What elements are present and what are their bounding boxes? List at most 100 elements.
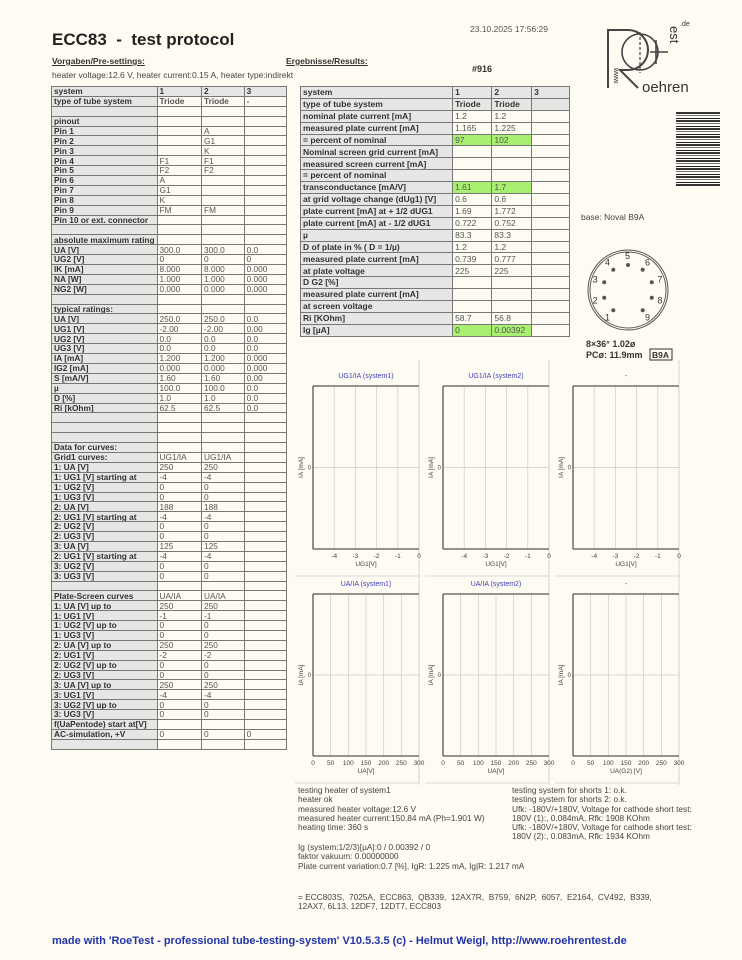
row-label: Grid1 curves: [51, 451, 158, 463]
cell-system-2 [201, 738, 245, 750]
cell-system-1: 97 [452, 133, 493, 147]
y-axis-label: IA [mA] [558, 664, 565, 685]
row-label: at screen voltage [299, 300, 454, 313]
cell-system-3 [243, 214, 288, 226]
cell-system-1 [452, 169, 493, 183]
cell-system-3: 3 [531, 86, 570, 99]
table-row: 1: UA [V] up to 250 250 [51, 600, 288, 612]
table-row: AC-simulation, +V 0 0 0 [51, 728, 288, 740]
cell-system-1: 250.0 [156, 313, 203, 325]
cell-system-3 [243, 679, 288, 691]
row-label: Pin 7 [51, 184, 158, 196]
y-axis-label: IA [mA] [298, 457, 305, 478]
cell-system-2: 1.2 [491, 240, 533, 254]
table-row: transconductance [mA/V] 1.61 1.7 [299, 181, 570, 195]
row-label: plate current [mA] at - 1/2 dUG1 [299, 216, 454, 230]
row-label: Pin 2 [51, 135, 158, 147]
table-row [51, 432, 288, 444]
table-row: 2: UG1 [V] starting at -4 -4 [51, 511, 288, 523]
cell-system-2: -2 [201, 649, 245, 661]
cell-system-1: 8.000 [156, 264, 203, 275]
pin-6 [640, 267, 645, 272]
table-row [51, 105, 288, 117]
table-row: 3: UA [V] 125 125 [51, 540, 288, 552]
cell-system-3 [531, 169, 570, 183]
row-label: type of tube system [299, 97, 454, 111]
cell-system-2: 250 [201, 600, 245, 612]
cell-system-1: 0 [452, 323, 493, 337]
cell-system-3 [243, 125, 288, 137]
table-row: plate current [mA] at + 1/2 dUG1 1.69 1.77… [299, 204, 570, 218]
table-row: Pin 7 G1 [51, 184, 288, 196]
x-tick-label: 300 [544, 760, 555, 767]
cell-system-2 [201, 184, 245, 196]
table-row [51, 738, 288, 750]
row-label: S [mA/V] [51, 372, 158, 384]
table-row: Ig [µA] 0 0.00392 [299, 323, 570, 337]
table-row: NG2 [W] 0.000 0.000 0.000 [51, 283, 288, 295]
cell-system-2: 250 [201, 639, 245, 651]
y-axis-label: IA [mA] [558, 457, 565, 478]
row-label: 2: UA [V] up to [51, 639, 158, 651]
cell-system-1: 1 [156, 86, 203, 97]
y-tick-label: 0 [438, 466, 442, 472]
cell-system-2 [491, 157, 533, 171]
cell-system-3 [243, 471, 288, 483]
cell-system-1: 1.200 [156, 353, 203, 364]
cell-system-2: G1 [201, 135, 245, 147]
cell-system-3 [243, 610, 288, 622]
row-label: nominal plate current [mA] [299, 109, 454, 123]
row-label: 3: UG1 [V] [51, 689, 158, 701]
table-row: 1: UG2 [V] 0 0 [51, 481, 288, 493]
cell-system-1: UA/IA [156, 590, 203, 602]
cell-system-2: 0.000 [201, 362, 245, 374]
x-tick-label: -3 [483, 553, 489, 560]
cell-system-1 [156, 115, 203, 127]
row-label: 1: UG2 [V] up to [51, 620, 158, 631]
table-row: Pin 5 F2 F2 [51, 165, 288, 177]
chart-2: UG1/IA (system2) -4 -3 -2 -1 0 0 UG1[V] IA [mA] [425, 360, 551, 577]
row-label: 1: UG1 [V] starting at [51, 471, 158, 483]
cell-system-3 [531, 276, 570, 290]
x-tick-label: 200 [638, 760, 649, 767]
table-row: absolute maximum rating [51, 234, 288, 246]
cell-system-3 [531, 288, 570, 302]
cell-system-3 [243, 412, 288, 424]
row-label: = percent of nominal [299, 133, 454, 147]
y-tick-label: 0 [308, 673, 312, 679]
svg-text:www.: www. [612, 67, 619, 85]
cell-system-3: 3 [243, 86, 288, 97]
table-row [51, 293, 288, 305]
cell-system-1: 83.3 [452, 228, 493, 242]
cell-system-3 [243, 461, 288, 473]
x-tick-label: 50 [587, 760, 595, 767]
cell-system-2: 62.5 [201, 402, 245, 414]
cell-system-2: Triode [491, 97, 533, 111]
cell-system-3 [243, 540, 288, 552]
cell-system-3 [531, 252, 570, 266]
cell-system-1 [156, 738, 203, 750]
cell-system-1: 0 [156, 709, 203, 720]
cell-system-3 [243, 550, 288, 562]
cell-system-3: 0.000 [243, 264, 288, 275]
cell-system-2: Triode [201, 95, 245, 107]
row-label: UG2 [V] [51, 254, 158, 266]
table-row: type of tube system Triode Triode [299, 97, 570, 111]
y-axis-label: IA [mA] [428, 457, 435, 478]
cell-system-1: 0 [156, 254, 203, 266]
pin-label: 7 [657, 274, 662, 284]
row-label: at plate voltage [299, 264, 454, 278]
pin-label: 3 [593, 274, 598, 284]
cell-system-1: -1 [156, 610, 203, 622]
row-label: 3: UA [V] [51, 540, 158, 552]
table-row: IG2 [mA] 0.000 0.000 0.000 [51, 362, 288, 374]
x-tick-label: -2 [504, 553, 510, 560]
cell-system-3 [243, 234, 288, 246]
cell-system-3 [243, 442, 288, 453]
x-tick-label: 100 [603, 760, 614, 767]
row-label: AC-simulation, +V [51, 728, 158, 740]
pin-label: 6 [645, 257, 650, 267]
roehrentest-logo: oehren est .de www. [607, 21, 690, 96]
